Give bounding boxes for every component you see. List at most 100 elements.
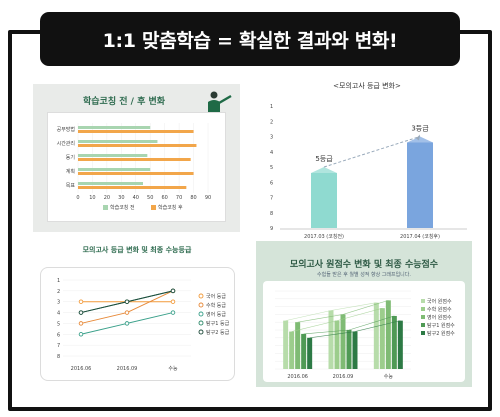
y-tick-label: 3	[270, 135, 273, 141]
grade-line-box: 1 2 3 4 5 6 7 8 2016.06 2016.09 수능 국어 등급 수학 등급 영어 등급 탐…	[40, 267, 235, 381]
series-point	[78, 310, 84, 315]
raw-score-panel: 모의고사 원점수 변화 및 최종 수능점수 수험들 받은 후 월별 성적 향상 …	[256, 241, 472, 387]
legend-swatch	[421, 299, 425, 303]
x-category-label: 2017.04 (코칭후)	[400, 233, 440, 240]
score-trend-line	[291, 307, 383, 332]
score-bar	[352, 331, 358, 369]
x-tick-label: 0	[76, 195, 79, 201]
x-tick-label: 2016.09	[333, 374, 354, 380]
score-trend-line	[303, 315, 395, 335]
score-bar	[373, 302, 379, 369]
y-tick-label: 4	[270, 150, 273, 156]
bar-after	[78, 172, 194, 175]
y-tick-label: 8	[270, 211, 273, 217]
y-tick-label: 2	[270, 119, 273, 125]
grade-data-label: 5등급	[315, 155, 333, 163]
legend-swatch	[103, 205, 108, 210]
legend-label: 탐구2 등급	[206, 329, 230, 336]
score-bar	[283, 320, 289, 369]
y-tick-label: 1	[57, 278, 60, 284]
score-bar	[379, 308, 385, 369]
legend-swatch	[151, 205, 156, 210]
bar-before	[78, 126, 151, 129]
x-tick-label: 20	[104, 195, 110, 201]
legend-marker	[198, 293, 204, 299]
category-label: 목표	[66, 183, 76, 189]
category-label: 공부방법	[57, 126, 75, 133]
bar-after	[78, 186, 187, 189]
coaching-chart-title: 학습코칭 전 / 후 변화	[83, 97, 166, 107]
grade-bar-cap	[311, 167, 337, 173]
y-tick-label: 7	[57, 343, 60, 349]
y-tick-label: 8	[57, 354, 60, 360]
score-bar	[346, 330, 352, 369]
x-tick-label: 80	[190, 195, 196, 201]
score-trend-line	[285, 302, 377, 321]
trend-line	[323, 136, 421, 168]
x-tick-label: 40	[133, 195, 139, 201]
x-tick-label: 2016.06	[287, 374, 308, 380]
series-point	[124, 321, 130, 326]
legend-label: 탐구1 원점수	[427, 322, 455, 329]
x-tick-label: 수능	[168, 366, 178, 372]
legend-label: 학습코칭 후	[158, 204, 183, 211]
legend-label: 영어 원점수	[427, 314, 452, 321]
raw-score-title: 모의고사 원점수 변화 및 최종 수능점수	[289, 260, 439, 270]
y-tick-label: 5	[270, 165, 273, 171]
legend-label: 영어 등급	[206, 311, 226, 318]
legend-swatch	[421, 323, 425, 327]
series-point	[170, 288, 176, 294]
series-point	[170, 310, 176, 315]
x-tick-label: 수능	[384, 374, 394, 380]
series-point	[124, 299, 130, 304]
grade-bar-cap	[407, 136, 433, 143]
y-tick-label: 6	[57, 332, 60, 338]
legend-label: 탐구2 원점수	[427, 330, 455, 337]
bar-before	[78, 154, 148, 157]
coaching-chart-box: 0 10 20 30 40 50 60 70 80 90 공부방법 시간관리 동기 계획 목표 학습코칭 전 학…	[47, 112, 226, 222]
trend-arrow-icon	[416, 134, 420, 141]
legend-label: 수학 원점수	[427, 306, 452, 313]
category-label: 시간관리	[57, 140, 75, 147]
y-tick-label: 9	[270, 226, 273, 232]
score-bar	[340, 314, 346, 369]
score-bar	[397, 320, 403, 369]
legend-marker	[198, 329, 204, 335]
y-tick-label: 6	[270, 180, 273, 186]
grade-data-label: 3등급	[411, 125, 429, 133]
legend-marker	[198, 302, 204, 308]
score-bar	[328, 310, 334, 369]
x-tick-label: 90	[205, 195, 211, 201]
bar-after	[78, 130, 194, 133]
score-bar	[295, 322, 301, 369]
x-tick-label: 70	[176, 195, 182, 201]
legend-swatch	[421, 315, 425, 319]
series-point	[170, 299, 176, 304]
series-point	[78, 332, 84, 337]
mock-exam-grade-panel: <모의고사 등급 변화> 1 2 3 4 5 6 7 8 9 5등급 2017.03 (코칭전) 3등급…	[262, 78, 472, 242]
score-bar	[385, 300, 391, 369]
y-tick-label: 4	[57, 311, 60, 317]
grade-line-title: 모의고사 등급 변화 및 최종 수능등급	[82, 246, 192, 254]
y-tick-label: 5	[57, 321, 60, 327]
score-bar	[289, 331, 295, 369]
x-tick-label: 2016.06	[71, 366, 92, 372]
score-trend-line	[297, 300, 389, 323]
legend-label: 국어 원점수	[427, 298, 452, 305]
raw-score-box: 2016.06 2016.09 수능 국어 원점수 수학 원점수 영어 원점수 탐구1 원점…	[263, 281, 465, 382]
y-tick-label: 7	[270, 196, 273, 202]
x-tick-label: 60	[161, 195, 167, 201]
score-bar	[334, 320, 340, 369]
score-bar	[307, 337, 313, 369]
series-point	[124, 310, 130, 315]
y-tick-label: 3	[57, 300, 60, 306]
x-tick-label: 2016.09	[117, 366, 138, 372]
legend-label: 탐구1 등급	[206, 320, 230, 327]
series-line	[80, 290, 174, 324]
legend-marker	[198, 311, 204, 317]
score-bar	[391, 315, 397, 369]
grade-bar	[407, 142, 433, 228]
legend-swatch	[421, 331, 425, 335]
